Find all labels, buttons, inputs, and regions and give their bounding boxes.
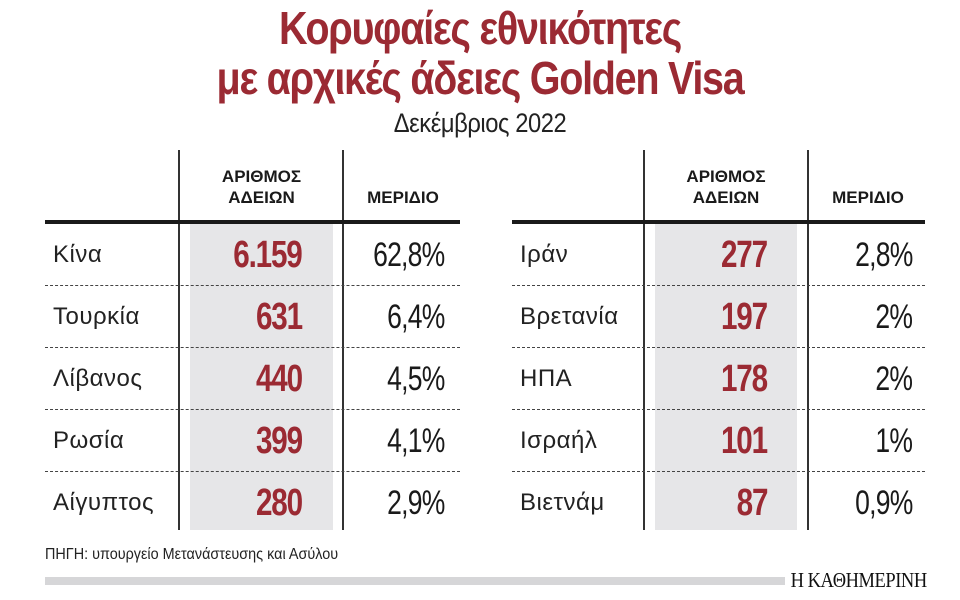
column-divider: [807, 150, 809, 530]
table-row: Βιετνάμ 87 0,9%: [512, 472, 925, 534]
row-separator: [45, 347, 460, 348]
row-separator: [512, 409, 925, 410]
header-count-line2: ΑΔΕΙΩΝ: [228, 188, 295, 207]
permit-count: 87: [736, 481, 768, 524]
share-value: 2%: [875, 297, 913, 336]
country-name: Λίβανος: [53, 365, 143, 392]
header-share-label: ΜΕΡΙΔΙΟ: [832, 188, 904, 207]
footer-bar: [45, 577, 785, 585]
country-name: Κίνα: [53, 241, 103, 268]
country-name: Ιράν: [520, 241, 569, 268]
chart-subtitle: Δεκέμβριος 2022: [393, 108, 567, 138]
share-value: 6,4%: [386, 297, 445, 336]
right-table: ΑΡΙΘΜΟΣ ΑΔΕΙΩΝ ΜΕΡΙΔΙΟ Ιράν 277 2,8% Βρε…: [512, 150, 925, 530]
header-share: ΜΕΡΙΔΙΟ: [809, 150, 927, 220]
count-column-highlight: [655, 222, 797, 530]
share-value: 0,9%: [854, 483, 913, 522]
country-name: Αίγυπτος: [53, 489, 155, 516]
table-row: Αίγυπτος 280 2,9%: [45, 472, 460, 534]
country-name: Ρωσία: [53, 427, 125, 454]
left-table: ΑΡΙΘΜΟΣ ΑΔΕΙΩΝ ΜΕΡΙΔΙΟ Κίνα 6.159 62,8% …: [45, 150, 460, 530]
row-separator: [512, 471, 925, 472]
share-value: 4,5%: [386, 359, 445, 398]
table-row: Ρωσία 399 4,1%: [45, 410, 460, 472]
column-divider: [178, 150, 180, 530]
column-divider: [342, 150, 344, 530]
country-name: ΗΠΑ: [520, 365, 573, 392]
publisher-logo: Η ΚΑΘΗΜΕΡΙΝΗ: [790, 568, 928, 592]
chart-title-line-2: με αρχικές άδειες Golden Visa: [216, 52, 745, 104]
country-name: Τουρκία: [53, 303, 140, 330]
count-column-highlight: [190, 222, 333, 530]
table-row: Κίνα 6.159 62,8%: [45, 224, 460, 286]
row-separator: [45, 285, 460, 286]
row-separator: [512, 347, 925, 348]
permit-count: 631: [256, 295, 303, 338]
permit-count: 399: [256, 419, 303, 462]
country-name: Βιετνάμ: [520, 489, 605, 516]
permit-count: 101: [721, 419, 768, 462]
permit-count: 178: [721, 357, 768, 400]
header-count: ΑΡΙΘΜΟΣ ΑΔΕΙΩΝ: [190, 150, 333, 220]
header-rule: [512, 220, 925, 224]
permit-count: 280: [256, 481, 303, 524]
column-divider: [643, 150, 645, 530]
permit-count: 197: [721, 295, 768, 338]
row-separator: [512, 285, 925, 286]
table-row: Ιράν 277 2,8%: [512, 224, 925, 286]
permit-count: 440: [256, 357, 303, 400]
header-share-label: ΜΕΡΙΔΙΟ: [367, 188, 439, 207]
table-row: Ισραήλ 101 1%: [512, 410, 925, 472]
chart-title-line-1: Κορυφαίες εθνικότητες: [279, 2, 682, 54]
header-rule: [45, 220, 460, 224]
share-value: 62,8%: [372, 235, 445, 274]
share-value: 1%: [875, 421, 913, 460]
header-count-line1: ΑΡΙΘΜΟΣ: [686, 167, 766, 186]
source-note: ΠΗΓΗ: υπουργείο Μετανάστευσης και Ασύλου: [45, 546, 339, 563]
permit-count: 277: [721, 233, 768, 276]
permit-count: 6.159: [233, 233, 303, 276]
country-name: Ισραήλ: [520, 427, 598, 454]
share-value: 2%: [875, 359, 913, 398]
header-count: ΑΡΙΘΜΟΣ ΑΔΕΙΩΝ: [655, 150, 797, 220]
header-count-line1: ΑΡΙΘΜΟΣ: [221, 167, 302, 186]
country-name: Βρετανία: [520, 303, 619, 330]
table-row: ΗΠΑ 178 2%: [512, 348, 925, 410]
header-share: ΜΕΡΙΔΙΟ: [344, 150, 462, 220]
header-count-line2: ΑΔΕΙΩΝ: [692, 188, 760, 207]
share-value: 2,8%: [854, 235, 913, 274]
share-value: 4,1%: [386, 421, 445, 460]
row-separator: [45, 409, 460, 410]
share-value: 2,9%: [386, 483, 445, 522]
row-separator: [45, 471, 460, 472]
table-row: Τουρκία 631 6,4%: [45, 286, 460, 348]
table-row: Λίβανος 440 4,5%: [45, 348, 460, 410]
table-row: Βρετανία 197 2%: [512, 286, 925, 348]
